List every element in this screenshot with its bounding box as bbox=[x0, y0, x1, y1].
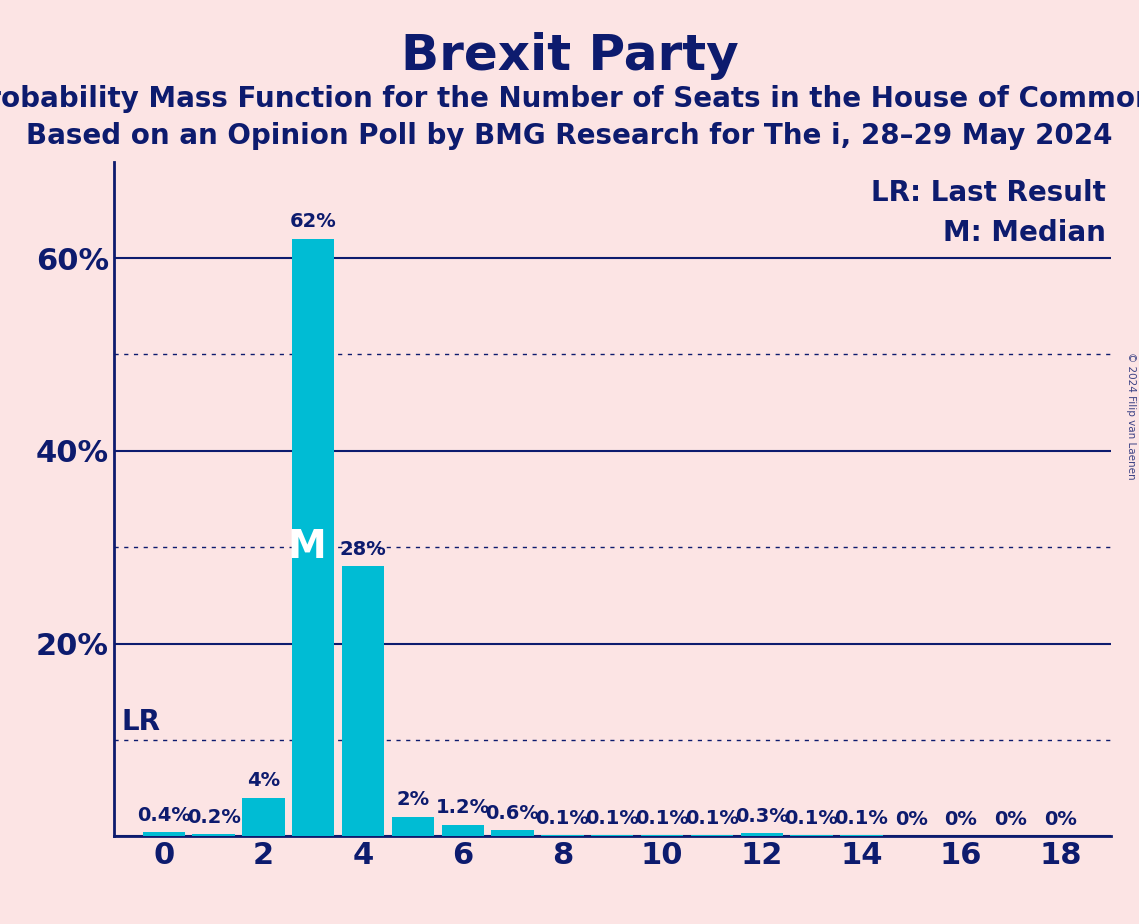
Bar bbox=[690, 835, 734, 836]
Bar bbox=[591, 835, 633, 836]
Text: M: Median: M: Median bbox=[943, 219, 1106, 247]
Text: 0%: 0% bbox=[994, 809, 1027, 829]
Text: 0.1%: 0.1% bbox=[535, 808, 589, 828]
Bar bbox=[841, 835, 883, 836]
Bar bbox=[392, 817, 434, 836]
Text: M: M bbox=[288, 529, 327, 566]
Text: 28%: 28% bbox=[339, 540, 386, 559]
Bar bbox=[342, 566, 384, 836]
Bar bbox=[790, 835, 833, 836]
Text: 4%: 4% bbox=[247, 771, 280, 790]
Text: 0.1%: 0.1% bbox=[585, 808, 639, 828]
Bar bbox=[192, 834, 235, 836]
Text: Probability Mass Function for the Number of Seats in the House of Commons: Probability Mass Function for the Number… bbox=[0, 85, 1139, 113]
Text: 0%: 0% bbox=[944, 809, 977, 829]
Text: 0%: 0% bbox=[1044, 809, 1077, 829]
Bar bbox=[641, 835, 683, 836]
Text: 0.1%: 0.1% bbox=[636, 808, 689, 828]
Text: © 2024 Filip van Laenen: © 2024 Filip van Laenen bbox=[1126, 352, 1136, 480]
Text: 1.2%: 1.2% bbox=[435, 798, 490, 817]
Text: 0.6%: 0.6% bbox=[485, 804, 540, 822]
Bar bbox=[541, 835, 583, 836]
Bar bbox=[243, 797, 285, 836]
Text: 0.3%: 0.3% bbox=[735, 807, 788, 826]
Bar bbox=[442, 824, 484, 836]
Text: 62%: 62% bbox=[289, 213, 337, 231]
Text: 0.2%: 0.2% bbox=[187, 808, 240, 827]
Text: 0.1%: 0.1% bbox=[685, 808, 739, 828]
Text: 2%: 2% bbox=[396, 790, 429, 809]
Bar bbox=[740, 833, 782, 836]
Text: 0.1%: 0.1% bbox=[785, 808, 838, 828]
Text: LR: LR bbox=[122, 708, 161, 736]
Bar bbox=[491, 831, 534, 836]
Bar bbox=[142, 833, 185, 836]
Text: 0%: 0% bbox=[895, 809, 927, 829]
Text: Brexit Party: Brexit Party bbox=[401, 32, 738, 80]
Text: Based on an Opinion Poll by BMG Research for The i, 28–29 May 2024: Based on an Opinion Poll by BMG Research… bbox=[26, 122, 1113, 150]
Text: 0.1%: 0.1% bbox=[835, 808, 888, 828]
Text: LR: Last Result: LR: Last Result bbox=[870, 178, 1106, 207]
Bar bbox=[292, 238, 335, 836]
Text: 0.4%: 0.4% bbox=[137, 806, 190, 824]
